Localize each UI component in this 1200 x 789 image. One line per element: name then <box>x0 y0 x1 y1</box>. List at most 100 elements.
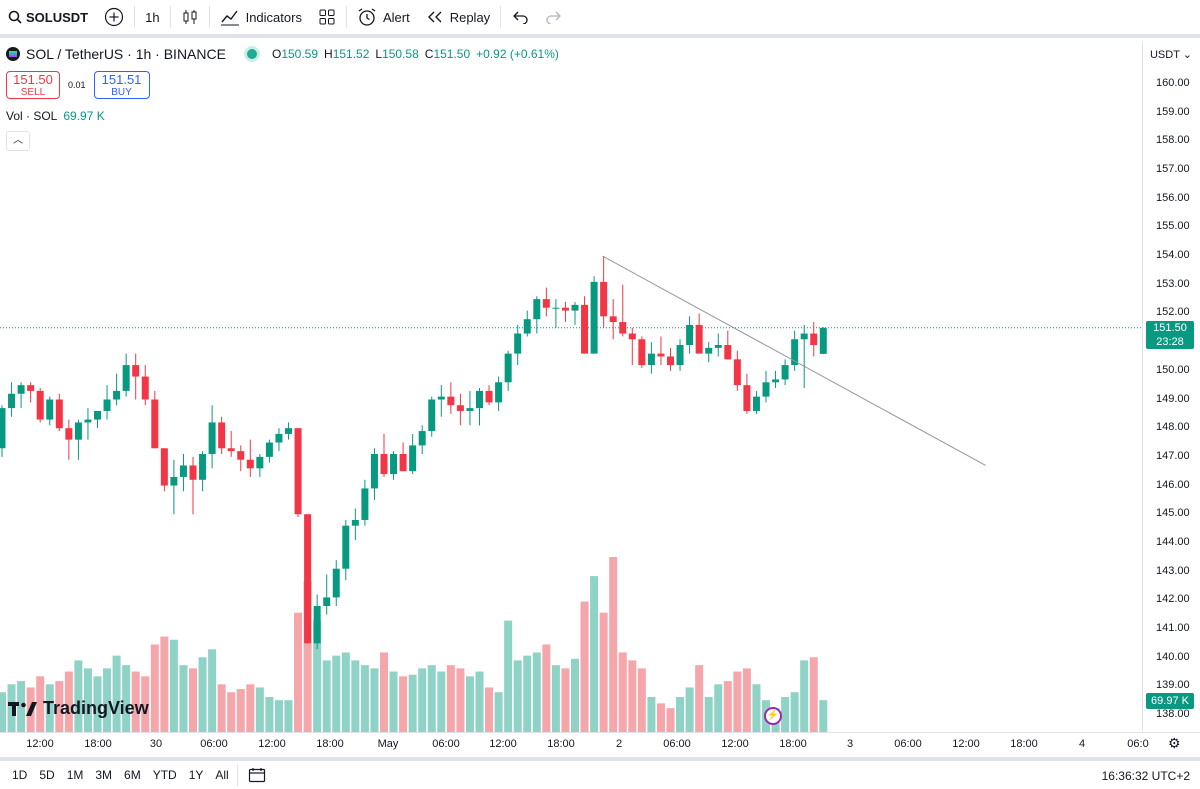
sell-price: 151.50 <box>13 72 53 87</box>
symbol-search[interactable]: SOLUSDT <box>0 0 96 36</box>
toolbar-divider <box>169 6 171 28</box>
candle <box>227 448 235 452</box>
candle <box>552 307 560 309</box>
chevron-down-icon: ⌄ <box>1182 49 1192 61</box>
trend-line[interactable] <box>602 255 986 466</box>
solana-logo-icon <box>6 47 20 61</box>
volume-bar <box>64 671 73 732</box>
volume-bar <box>733 671 742 732</box>
buy-button[interactable]: 151.51 BUY <box>93 71 150 99</box>
volume-bar <box>723 681 732 732</box>
candle <box>781 365 789 380</box>
price-axis[interactable] <box>1142 42 1200 732</box>
range-3m-button[interactable]: 3M <box>95 768 113 782</box>
templates-button[interactable] <box>310 0 344 36</box>
volume-bar <box>93 676 102 732</box>
volume-bar <box>294 612 303 732</box>
price-axis-label: 157.00 <box>1156 163 1190 176</box>
candle <box>561 307 569 311</box>
time-axis[interactable]: 12:00 18:00 30 06:00 12:00 18:00 May 06:00 12:00… <box>0 732 1200 757</box>
bottom-toolbar: 1D 5D 1M 3M 6M YTD 1Y All 16:36:32 UTC+2 <box>0 757 1200 789</box>
volume-bar <box>45 684 54 732</box>
time-axis-label: 18:00 <box>1010 738 1038 750</box>
candle <box>55 399 63 429</box>
candle <box>743 385 751 411</box>
range-all-button[interactable]: All <box>215 768 229 782</box>
candle <box>590 281 598 354</box>
volume-legend[interactable]: Vol · SOL 69.97 K <box>6 109 105 123</box>
price-axis-label: 160.00 <box>1156 77 1190 89</box>
currency-selector[interactable]: USDT ⌄ <box>1150 48 1192 61</box>
volume-bar <box>131 671 140 732</box>
candle <box>456 405 464 411</box>
volume-bar <box>561 668 570 732</box>
candle <box>189 465 197 480</box>
goto-date-button[interactable] <box>240 761 274 789</box>
volume-bar <box>800 660 809 732</box>
candle <box>141 376 149 400</box>
volume-bar <box>685 687 694 732</box>
replay-button[interactable]: Replay <box>418 0 498 36</box>
symbol-label: SOLUSDT <box>26 9 89 25</box>
volume-bar <box>542 644 551 732</box>
volume-bar <box>647 697 656 732</box>
volume-bar <box>590 576 599 732</box>
utc-clock[interactable]: 16:36:32 UTC+2 <box>1101 769 1190 783</box>
candle <box>542 299 550 308</box>
volume-bar <box>122 665 131 732</box>
price-axis-label: 139.00 <box>1156 679 1190 692</box>
redo-button[interactable] <box>537 0 571 36</box>
range-1y-button[interactable]: 1Y <box>188 768 204 782</box>
toolbar-divider <box>134 6 136 28</box>
interval-button[interactable]: 1h <box>137 0 167 36</box>
chart-type-button[interactable] <box>173 0 207 36</box>
alert-button[interactable]: Alert <box>349 0 418 36</box>
candle <box>380 453 388 475</box>
legend-title[interactable]: SOL / TetherUS · 1h · BINANCE <box>26 46 226 62</box>
volume-bar <box>752 684 761 732</box>
range-5d-button[interactable]: 5D <box>39 768 55 782</box>
time-axis-label: 12:00 <box>26 738 54 750</box>
volume-tag: 69.97 K <box>1146 693 1194 709</box>
volume-bar <box>112 655 121 732</box>
top-toolbar: SOLUSDT 1h Indicators Alert Replay <box>0 0 1200 38</box>
price-axis-label: 143.00 <box>1156 564 1190 577</box>
gear-icon[interactable]: ⚙ <box>1168 735 1181 751</box>
range-1d-button[interactable]: 1D <box>12 768 28 782</box>
compare-button[interactable] <box>96 0 132 36</box>
candle <box>647 353 655 366</box>
price-chart[interactable] <box>0 42 1142 732</box>
volume-bar <box>169 639 178 732</box>
candle <box>8 393 16 409</box>
candle <box>657 353 665 357</box>
volume-bar <box>809 657 818 732</box>
volume-bar <box>236 689 245 732</box>
price-axis-label: 138.00 <box>1156 708 1190 720</box>
range-6m-button[interactable]: 6M <box>124 768 141 782</box>
range-ytd-button[interactable]: YTD <box>152 768 177 782</box>
lightning-icon[interactable]: ⚡ <box>764 707 782 725</box>
candle <box>619 322 627 334</box>
candle <box>36 390 44 420</box>
candle <box>199 453 207 480</box>
tradingview-logo[interactable]: TradingView <box>8 698 149 719</box>
volume-bar <box>609 557 618 732</box>
range-1m-button[interactable]: 1M <box>66 768 84 782</box>
price-axis-label: 159.00 <box>1156 105 1190 118</box>
volume-bar <box>637 668 646 732</box>
candle <box>819 327 827 354</box>
currency-label: USDT <box>1149 49 1180 61</box>
collapse-legend-button[interactable]: ︿ <box>6 131 30 151</box>
replay-label: Replay <box>449 9 491 25</box>
time-axis-label: May <box>377 738 399 750</box>
candle <box>84 419 92 423</box>
spread-value: 0.01 <box>68 80 86 90</box>
time-axis-label: 30 <box>149 738 163 750</box>
volume-bar <box>265 697 274 732</box>
undo-button[interactable] <box>503 0 537 36</box>
indicators-button[interactable]: Indicators <box>212 0 310 36</box>
candle <box>600 281 608 317</box>
sell-button[interactable]: 151.50 SELL <box>6 71 60 99</box>
candle <box>122 365 130 391</box>
candle <box>313 606 321 644</box>
